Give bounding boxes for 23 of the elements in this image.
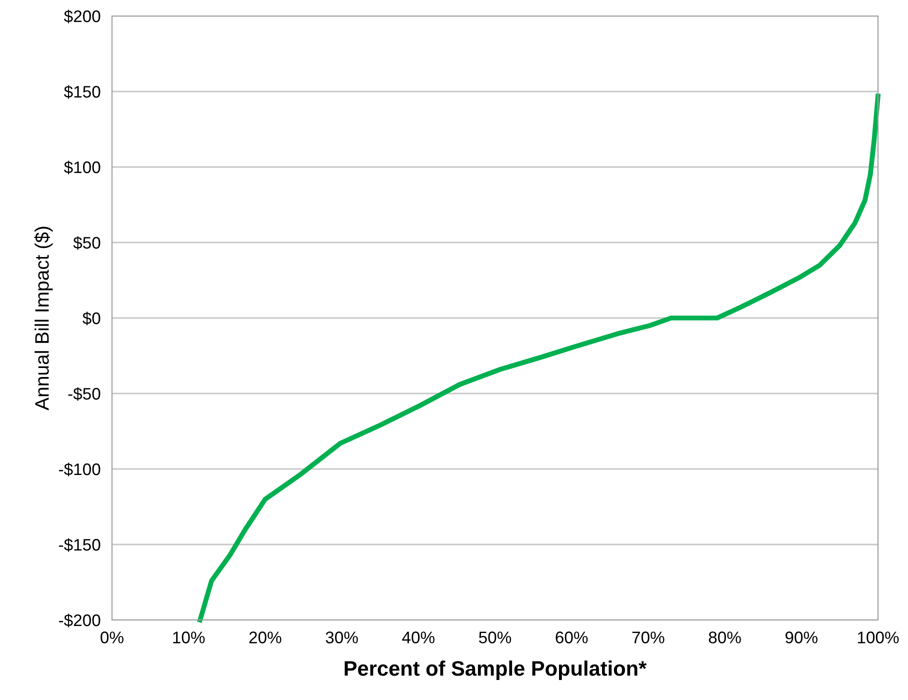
y-axis-title: Annual Bill Impact ($) xyxy=(34,226,53,410)
y-tick-label: -$150 xyxy=(59,538,100,552)
y-tick-label: -$100 xyxy=(59,462,100,476)
x-tick-label: 30% xyxy=(326,632,358,644)
x-tick-label: 100% xyxy=(858,632,899,644)
y-tick-label: $50 xyxy=(73,236,100,250)
x-tick-label: 90% xyxy=(786,632,818,644)
x-tick-label: 20% xyxy=(249,632,282,644)
x-tick-label: 50% xyxy=(478,632,512,644)
x-tick-label: 70% xyxy=(632,632,664,644)
y-tick-label: -$200 xyxy=(59,614,100,628)
y-tick-label: $100 xyxy=(64,160,100,174)
y-tick-label: $150 xyxy=(64,85,100,99)
x-tick-label: 0% xyxy=(100,632,124,644)
y-tick-label: $0 xyxy=(82,312,100,326)
x-axis-title: Percent of Sample Population* xyxy=(344,660,647,680)
y-tick-label: $200 xyxy=(64,10,100,24)
line-series xyxy=(198,94,880,622)
x-tick-label: 40% xyxy=(402,632,434,644)
x-tick-label: 10% xyxy=(173,632,205,644)
x-tick-label: 60% xyxy=(556,632,588,644)
x-tick-label: 80% xyxy=(708,632,741,644)
y-tick-label: -$50 xyxy=(68,387,100,401)
